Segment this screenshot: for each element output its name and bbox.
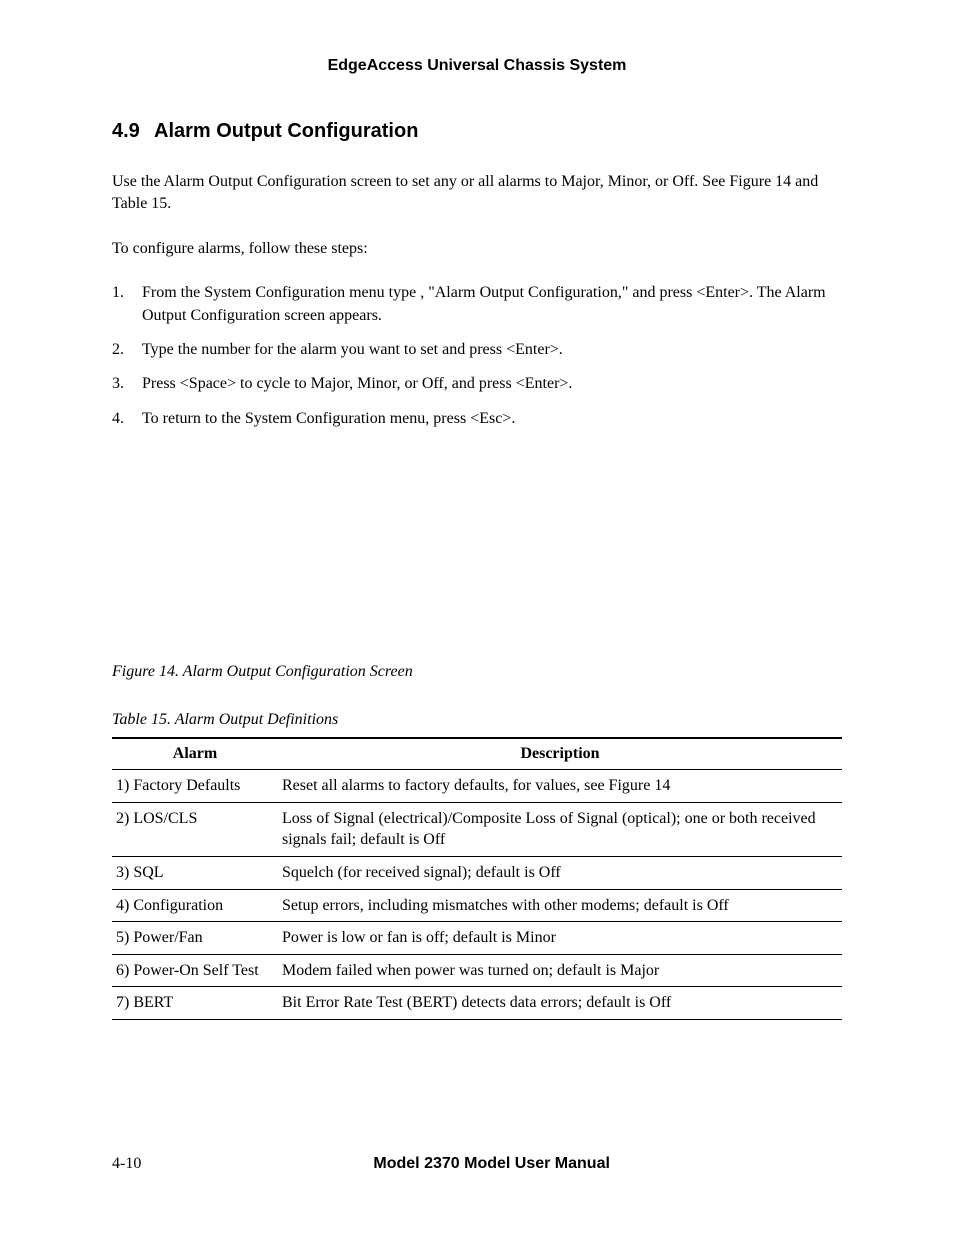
alarm-cell: 1) Factory Defaults xyxy=(112,770,278,803)
table-row: 6) Power-On Self Test Modem failed when … xyxy=(112,954,842,987)
intro-paragraph: Use the Alarm Output Configuration scree… xyxy=(112,171,842,216)
description-cell: Loss of Signal (electrical)/Composite Lo… xyxy=(278,802,842,856)
steps-list: From the System Configuration menu type … xyxy=(112,282,842,430)
table-row: 7) BERT Bit Error Rate Test (BERT) detec… xyxy=(112,987,842,1020)
description-cell: Modem failed when power was turned on; d… xyxy=(278,954,842,987)
page-number: 4-10 xyxy=(112,1155,141,1173)
column-header-alarm: Alarm xyxy=(112,738,278,770)
step-item: From the System Configuration menu type … xyxy=(112,282,842,327)
table-row: 4) Configuration Setup errors, including… xyxy=(112,889,842,922)
table-row: 3) SQL Squelch (for received signal); de… xyxy=(112,856,842,889)
alarm-cell: 4) Configuration xyxy=(112,889,278,922)
step-item: To return to the System Configuration me… xyxy=(112,408,842,430)
alarm-cell: 3) SQL xyxy=(112,856,278,889)
figure-caption: Figure 14. Alarm Output Configuration Sc… xyxy=(112,663,842,681)
alarm-definitions-table: Alarm Description 1) Factory Defaults Re… xyxy=(112,737,842,1020)
lead-paragraph: To configure alarms, follow these steps: xyxy=(112,238,842,260)
step-item: Press <Space> to cycle to Major, Minor, … xyxy=(112,373,842,395)
section-title: Alarm Output Configuration xyxy=(154,120,418,142)
description-cell: Bit Error Rate Test (BERT) detects data … xyxy=(278,987,842,1020)
step-item: Type the number for the alarm you want t… xyxy=(112,339,842,361)
alarm-cell: 2) LOS/CLS xyxy=(112,802,278,856)
table-header-row: Alarm Description xyxy=(112,738,842,770)
alarm-cell: 6) Power-On Self Test xyxy=(112,954,278,987)
table-row: 5) Power/Fan Power is low or fan is off;… xyxy=(112,922,842,955)
page: EdgeAccess Universal Chassis System 4.9A… xyxy=(0,0,954,1020)
description-cell: Setup errors, including mismatches with … xyxy=(278,889,842,922)
column-header-description: Description xyxy=(278,738,842,770)
document-header: EdgeAccess Universal Chassis System xyxy=(112,57,842,75)
description-cell: Power is low or fan is off; default is M… xyxy=(278,922,842,955)
page-footer: 4-10 Model 2370 Model User Manual xyxy=(112,1155,842,1173)
table-row: 1) Factory Defaults Reset all alarms to … xyxy=(112,770,842,803)
table-row: 2) LOS/CLS Loss of Signal (electrical)/C… xyxy=(112,802,842,856)
section-number: 4.9 xyxy=(112,120,154,143)
table-caption: Table 15. Alarm Output Definitions xyxy=(112,711,842,729)
section-heading: 4.9Alarm Output Configuration xyxy=(112,120,842,143)
description-cell: Squelch (for received signal); default i… xyxy=(278,856,842,889)
alarm-cell: 7) BERT xyxy=(112,987,278,1020)
description-cell: Reset all alarms to factory defaults, fo… xyxy=(278,770,842,803)
footer-title: Model 2370 Model User Manual xyxy=(112,1155,842,1173)
alarm-cell: 5) Power/Fan xyxy=(112,922,278,955)
